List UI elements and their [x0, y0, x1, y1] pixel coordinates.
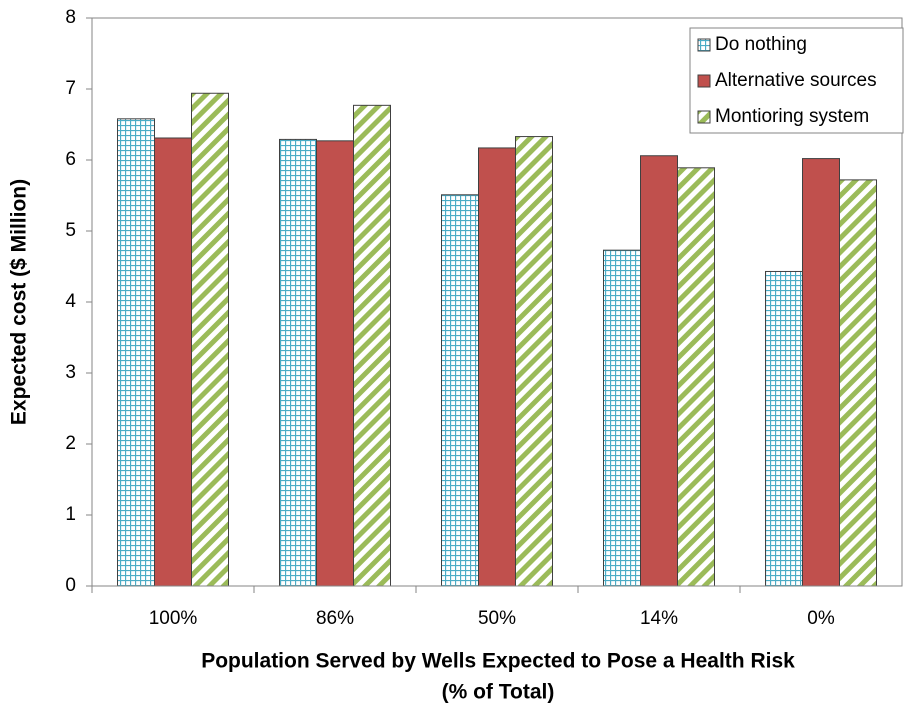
y-tick-label: 2 — [65, 433, 76, 454]
y-tick-label: 6 — [65, 149, 76, 170]
x-tick-label: 14% — [640, 608, 678, 629]
bar — [441, 194, 479, 587]
legend-swatch — [697, 74, 711, 88]
y-tick-label: 7 — [65, 78, 76, 99]
bar — [154, 137, 192, 587]
bar — [802, 158, 840, 587]
x-axis-title: Population Served by Wells Expected to P… — [201, 650, 795, 673]
bar — [316, 140, 354, 587]
y-tick-label: 3 — [65, 362, 76, 383]
y-tick-label: 0 — [65, 575, 76, 596]
x-tick-label: 86% — [316, 608, 354, 629]
bar — [640, 155, 678, 587]
legend-swatch — [697, 38, 711, 52]
x-tick-label: 50% — [478, 608, 516, 629]
y-axis-title: Expected cost ($ Million) — [8, 179, 31, 425]
y-tick-label: 5 — [65, 220, 76, 241]
legend-box — [689, 27, 904, 134]
bar — [353, 104, 391, 587]
x-tick-label: 100% — [149, 608, 198, 629]
bar — [191, 92, 229, 587]
bar — [677, 167, 715, 587]
bar — [478, 147, 516, 587]
legend-label: Montioring system — [715, 106, 869, 127]
bar — [839, 179, 877, 587]
x-tick-label: 0% — [807, 608, 835, 629]
bar — [117, 118, 155, 587]
bar — [765, 270, 803, 587]
y-tick-label: 1 — [65, 504, 76, 525]
legend-swatch — [697, 110, 711, 124]
bar — [603, 249, 641, 587]
x-axis-title: (% of Total) — [442, 681, 555, 704]
bar — [515, 136, 553, 587]
y-tick-label: 4 — [65, 291, 76, 312]
bar — [279, 138, 317, 587]
y-tick-label: 8 — [65, 7, 76, 28]
legend-label: Alternative sources — [715, 70, 877, 91]
legend-label: Do nothing — [715, 34, 807, 55]
